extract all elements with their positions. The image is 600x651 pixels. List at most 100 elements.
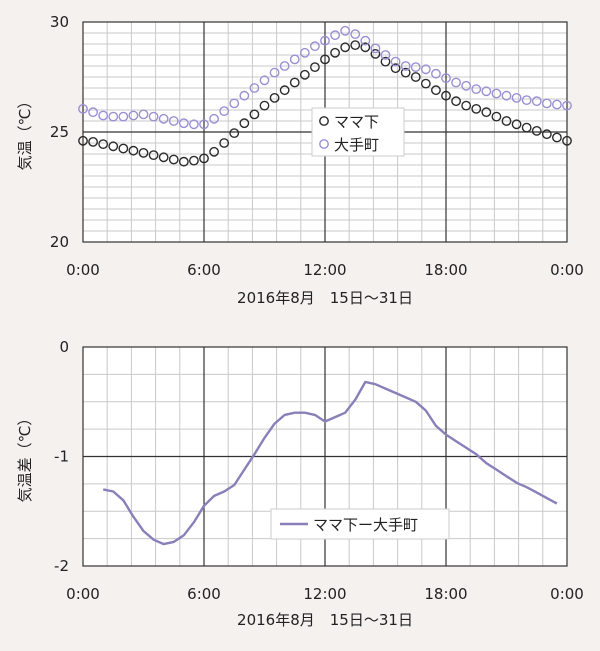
series-1-point (199, 119, 209, 130)
x-tick-label: 12:00 (303, 585, 346, 603)
series-0-point (501, 116, 512, 126)
series-0-point (531, 125, 542, 136)
series-0-point (521, 122, 532, 133)
series-1-point (431, 68, 441, 79)
legend-marker-mamashita (319, 116, 329, 126)
series-0-point (431, 85, 441, 96)
series-0-point (471, 104, 482, 114)
series-1-point (380, 50, 391, 60)
series-0-point (98, 139, 109, 150)
series-1-point (330, 30, 340, 41)
series-1-point (78, 104, 88, 114)
series-1-point (501, 90, 512, 101)
series-1-point (108, 111, 119, 122)
y-tick-label: -2 (54, 557, 69, 575)
series-0-point (279, 85, 290, 96)
x-tick-label: 6:00 (187, 261, 221, 279)
series-0-point (310, 62, 320, 72)
series-0-point (541, 129, 552, 140)
series-0-point (320, 54, 330, 65)
series-1-point (451, 77, 461, 88)
series-0-point (239, 118, 250, 129)
series-0-point (249, 109, 260, 120)
series-1-point (552, 99, 562, 110)
series-0-point (441, 90, 451, 101)
series-1-point (461, 80, 472, 91)
series-1-point (541, 98, 552, 109)
series-1-point (491, 88, 502, 99)
series-1-point (219, 106, 230, 117)
series-0-point (168, 154, 179, 165)
y-tick-label: -1 (54, 448, 69, 466)
series-0-point (229, 128, 240, 139)
legend-label-otemachi: 大手町 (334, 136, 379, 154)
series-0-point (128, 145, 139, 156)
difference-x-axis-title: 2016年8月 15日～31日 (237, 611, 413, 629)
series-0-line (102, 380, 558, 546)
series-1-point (441, 73, 451, 84)
x-tick-label: 6:00 (187, 585, 221, 603)
series-1-point (310, 41, 320, 52)
series-0-point (189, 155, 199, 166)
series-1-point (289, 54, 300, 65)
series-1-point (118, 111, 129, 122)
series-0-point (209, 146, 219, 157)
temperature-chart: 0:00 6:00 12:00 18:00 0:00 20 25 30 2016年8月 15日… (16, 13, 584, 307)
difference-legend: ママ下ー大手町 (270, 508, 450, 540)
series-0-point (138, 147, 149, 158)
series-0-point (158, 152, 169, 163)
series-0-point (289, 77, 300, 88)
series-1-point (390, 56, 401, 67)
series-0-point (461, 100, 472, 111)
series-1-point (299, 47, 310, 58)
x-tick-label: 0:00 (66, 261, 100, 279)
x-tick-label: 18:00 (424, 585, 467, 603)
series-1-point (138, 109, 149, 120)
series-0-point (259, 100, 270, 111)
temperature-x-axis-title: 2016年8月 15日～31日 (237, 289, 413, 307)
y-tick-label: 0 (59, 338, 69, 356)
series-1-point (178, 118, 189, 129)
temperature-tick-labels: 0:00 6:00 12:00 18:00 0:00 20 25 30 (50, 13, 584, 279)
series-1-point (249, 83, 260, 93)
legend-marker-otemachi (319, 139, 329, 149)
series-0-point (88, 136, 98, 147)
series-1-point (471, 84, 482, 95)
series-0-point (199, 153, 209, 164)
difference-y-axis-title: 気温差（℃） (16, 411, 34, 503)
series-0-point (410, 72, 421, 82)
series-1-point (239, 90, 250, 101)
series-1-point (400, 61, 411, 71)
series-1-point (259, 75, 270, 86)
series-0-point (118, 143, 129, 154)
series-1-point (521, 95, 532, 106)
y-tick-label: 25 (50, 123, 69, 141)
y-tick-label: 30 (50, 13, 69, 31)
temperature-difference-chart: 0:00 6:00 12:00 18:00 0:00 0 -1 -2 2016年8月 15日～… (16, 338, 584, 629)
series-0-point (481, 107, 492, 118)
series-1-point (168, 116, 179, 126)
series-1-point (481, 86, 492, 97)
difference-series (102, 380, 558, 546)
series-1-point (511, 93, 522, 103)
series-1-point (229, 98, 240, 109)
temperature-legend-box (311, 107, 405, 157)
series-0-point (178, 156, 189, 167)
series-0-point (370, 49, 381, 59)
difference-tick-labels: 0:00 6:00 12:00 18:00 0:00 0 -1 -2 (54, 338, 584, 603)
series-1-point (189, 119, 199, 130)
temperature-legend: ママ下 大手町 (311, 107, 405, 157)
x-tick-label: 0:00 (550, 261, 584, 279)
legend-label-mamashita: ママ下 (334, 113, 379, 131)
series-1-point (360, 35, 371, 46)
series-0-point (269, 93, 280, 103)
series-1-point (531, 96, 542, 107)
temperature-y-axis-title: 気温（℃） (16, 94, 34, 171)
series-1-point (420, 64, 431, 75)
plot-frame (82, 346, 568, 567)
series-1-point (158, 113, 169, 124)
series-0-point (562, 135, 572, 146)
series-1-point (148, 111, 159, 122)
